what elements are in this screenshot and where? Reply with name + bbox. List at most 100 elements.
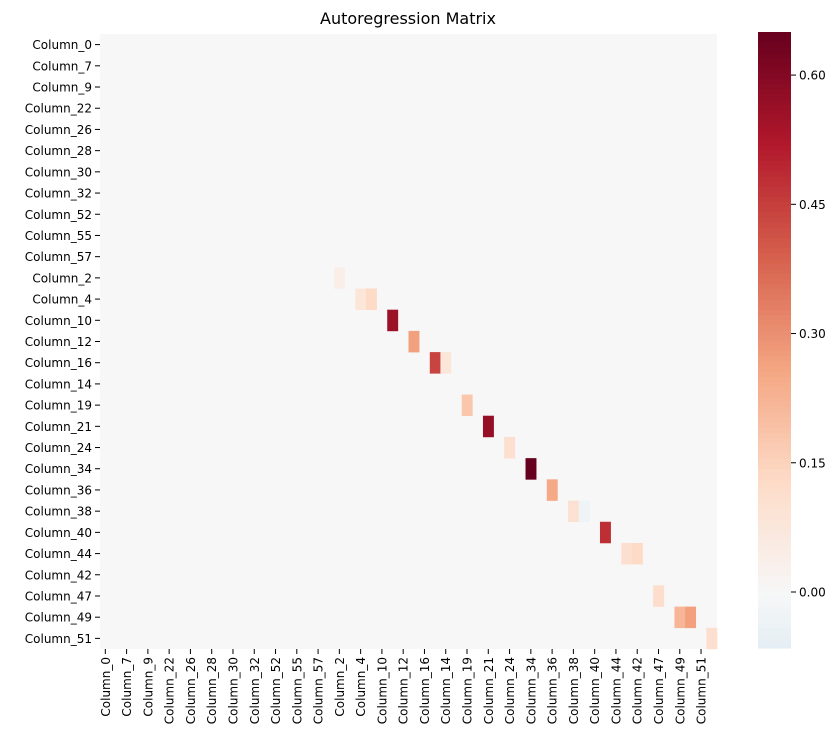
y-tick-label: Column_38 bbox=[25, 505, 92, 519]
y-tick-label: Column_9 bbox=[32, 81, 92, 95]
colorbar-segment bbox=[758, 478, 791, 485]
colorbar-segment bbox=[758, 442, 791, 449]
colorbar-segment bbox=[758, 298, 791, 305]
y-tick-label: Column_36 bbox=[25, 483, 92, 497]
y-tick-label: Column_0 bbox=[32, 38, 92, 52]
colorbar-segment bbox=[758, 216, 791, 223]
colorbar-segment bbox=[758, 417, 791, 423]
colorbar-segment bbox=[758, 529, 791, 536]
colorbar-segment bbox=[758, 565, 791, 572]
colorbar-segment bbox=[758, 576, 791, 582]
colorbar-segment bbox=[758, 596, 791, 603]
x-tick-label: Column_57 bbox=[312, 657, 326, 724]
colorbar-tick-label: 0.15 bbox=[799, 456, 826, 470]
x-tick-label: Column_0 bbox=[99, 657, 113, 717]
colorbar-segment bbox=[758, 247, 791, 254]
colorbar-segment bbox=[758, 175, 791, 182]
colorbar-segment bbox=[758, 227, 791, 233]
x-tick-label: Column_4 bbox=[354, 657, 368, 717]
x-tick-label: Column_51 bbox=[695, 657, 709, 724]
heatmap-cell bbox=[355, 288, 367, 310]
colorbar-segment bbox=[758, 540, 791, 546]
colorbar-segment bbox=[758, 360, 791, 367]
colorbar-segment bbox=[758, 32, 791, 38]
x-tick-label: Column_12 bbox=[397, 657, 411, 724]
heatmap-cell bbox=[674, 606, 686, 629]
colorbar-segment bbox=[758, 437, 791, 444]
y-tick-label: Column_55 bbox=[25, 229, 92, 243]
colorbar-segment bbox=[758, 606, 791, 613]
x-tick-label: Column_47 bbox=[652, 657, 666, 724]
colorbar-segment bbox=[758, 340, 791, 346]
heatmap-cell bbox=[334, 267, 345, 289]
heatmap-cell bbox=[568, 500, 580, 523]
colorbar-segment bbox=[758, 401, 791, 408]
x-tick-label: Column_42 bbox=[631, 657, 645, 724]
colorbar-segment bbox=[758, 180, 791, 187]
heatmap-cell bbox=[387, 309, 399, 332]
colorbar-segment bbox=[758, 129, 791, 136]
colorbar-segment bbox=[758, 83, 791, 90]
heatmap-cell bbox=[429, 352, 441, 374]
colorbar-segment bbox=[758, 375, 791, 382]
colorbar-segment bbox=[758, 329, 791, 336]
heatmap-cell bbox=[408, 330, 420, 353]
colorbar-segment bbox=[758, 642, 791, 649]
colorbar-segment bbox=[758, 427, 791, 433]
heatmap-cell bbox=[685, 606, 697, 629]
colorbar-segment bbox=[758, 304, 791, 310]
y-tick-label: Column_42 bbox=[25, 568, 92, 582]
heatmap-cell bbox=[461, 394, 473, 417]
colorbar-segment bbox=[758, 586, 791, 593]
heatmap-cell bbox=[621, 542, 633, 565]
colorbar-segment bbox=[758, 93, 791, 100]
colorbar-segment bbox=[758, 288, 791, 295]
colorbar-segment bbox=[758, 555, 791, 562]
colorbar-segment bbox=[758, 150, 791, 156]
colorbar-segment bbox=[758, 221, 791, 228]
x-tick-label: Column_21 bbox=[482, 657, 496, 724]
colorbar-segment bbox=[758, 601, 791, 608]
colorbar-segment bbox=[758, 571, 791, 577]
colorbar-segment bbox=[758, 252, 791, 259]
y-tick-label: Column_21 bbox=[25, 420, 92, 434]
y-tick-label: Column_19 bbox=[25, 399, 92, 413]
colorbar-segment bbox=[758, 62, 791, 69]
x-tick-label: Column_34 bbox=[524, 657, 538, 724]
y-tick-label: Column_12 bbox=[25, 335, 92, 349]
colorbar-segment bbox=[758, 483, 791, 490]
colorbar-segment bbox=[758, 103, 791, 110]
heatmap-cell bbox=[599, 521, 611, 544]
y-tick-label: Column_10 bbox=[25, 314, 92, 328]
colorbar-segment bbox=[758, 632, 791, 639]
y-tick-label: Column_4 bbox=[32, 293, 92, 307]
colorbar-tick-label: 0.60 bbox=[799, 69, 826, 83]
x-tick-label: Column_52 bbox=[269, 657, 283, 724]
y-axis: Column_0 Column_7 Column_9 Column_22 Column_… bbox=[25, 38, 100, 646]
colorbar-segment bbox=[758, 370, 791, 377]
y-tick-label: Column_2 bbox=[32, 271, 92, 285]
colorbar-segment bbox=[758, 458, 791, 464]
heatmap-cell bbox=[504, 436, 516, 459]
x-tick-label: Column_40 bbox=[588, 657, 602, 724]
heatmap-cells bbox=[334, 267, 718, 650]
colorbar-segment bbox=[758, 191, 791, 197]
colorbar-segment bbox=[758, 139, 791, 146]
colorbar-segment bbox=[758, 57, 791, 64]
colorbar-segment bbox=[758, 581, 791, 587]
colorbar-segment bbox=[758, 386, 791, 392]
colorbar-segment bbox=[758, 263, 791, 269]
heatmap-cell bbox=[706, 627, 718, 650]
x-tick-label: Column_10 bbox=[375, 657, 389, 724]
x-tick-label: Column_49 bbox=[673, 657, 687, 724]
colorbar-segment bbox=[758, 211, 791, 218]
colorbar-segment bbox=[758, 612, 791, 618]
colorbar-segment bbox=[758, 78, 791, 84]
colorbar-segment bbox=[758, 391, 791, 398]
heatmap-cell bbox=[546, 479, 558, 501]
heatmap-cell bbox=[365, 288, 377, 310]
colorbar-segment bbox=[758, 504, 791, 510]
colorbar-segment bbox=[758, 494, 791, 500]
x-tick-label: Column_30 bbox=[226, 657, 240, 724]
